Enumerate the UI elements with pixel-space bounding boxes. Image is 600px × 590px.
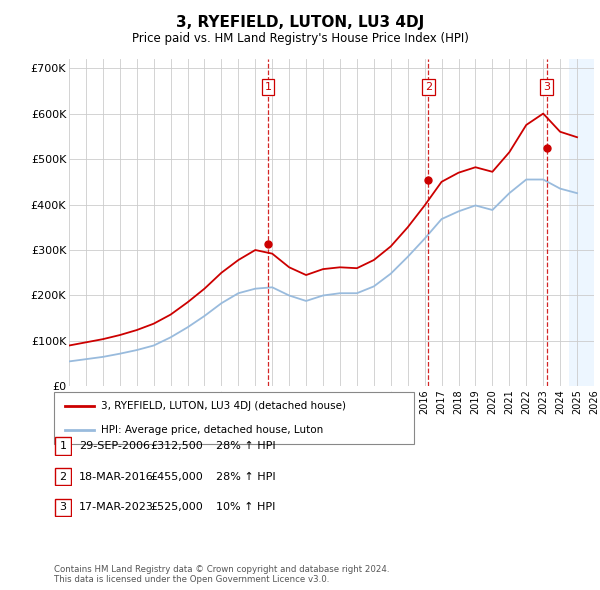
Text: 1: 1	[59, 441, 67, 451]
Text: 18-MAR-2016: 18-MAR-2016	[79, 472, 154, 481]
Text: HPI: Average price, detached house, Luton: HPI: Average price, detached house, Luto…	[101, 425, 323, 435]
Text: 3: 3	[59, 503, 67, 512]
Text: 28% ↑ HPI: 28% ↑ HPI	[216, 472, 275, 481]
Text: Contains HM Land Registry data © Crown copyright and database right 2024.
This d: Contains HM Land Registry data © Crown c…	[54, 565, 389, 584]
Text: 3: 3	[543, 82, 550, 92]
Text: Price paid vs. HM Land Registry's House Price Index (HPI): Price paid vs. HM Land Registry's House …	[131, 32, 469, 45]
Text: 28% ↑ HPI: 28% ↑ HPI	[216, 441, 275, 451]
Text: £525,000: £525,000	[150, 503, 203, 512]
Bar	[569, 59, 594, 386]
Text: 17-MAR-2023: 17-MAR-2023	[79, 503, 154, 512]
Text: 29-SEP-2006: 29-SEP-2006	[79, 441, 150, 451]
Text: £455,000: £455,000	[150, 472, 203, 481]
FancyBboxPatch shape	[54, 392, 414, 444]
Text: 3, RYEFIELD, LUTON, LU3 4DJ (detached house): 3, RYEFIELD, LUTON, LU3 4DJ (detached ho…	[101, 401, 346, 411]
Text: 2: 2	[425, 82, 432, 92]
Text: 2: 2	[59, 472, 67, 481]
Text: 10% ↑ HPI: 10% ↑ HPI	[216, 503, 275, 512]
Text: 3, RYEFIELD, LUTON, LU3 4DJ: 3, RYEFIELD, LUTON, LU3 4DJ	[176, 15, 424, 30]
Text: 1: 1	[265, 82, 271, 92]
Text: £312,500: £312,500	[150, 441, 203, 451]
